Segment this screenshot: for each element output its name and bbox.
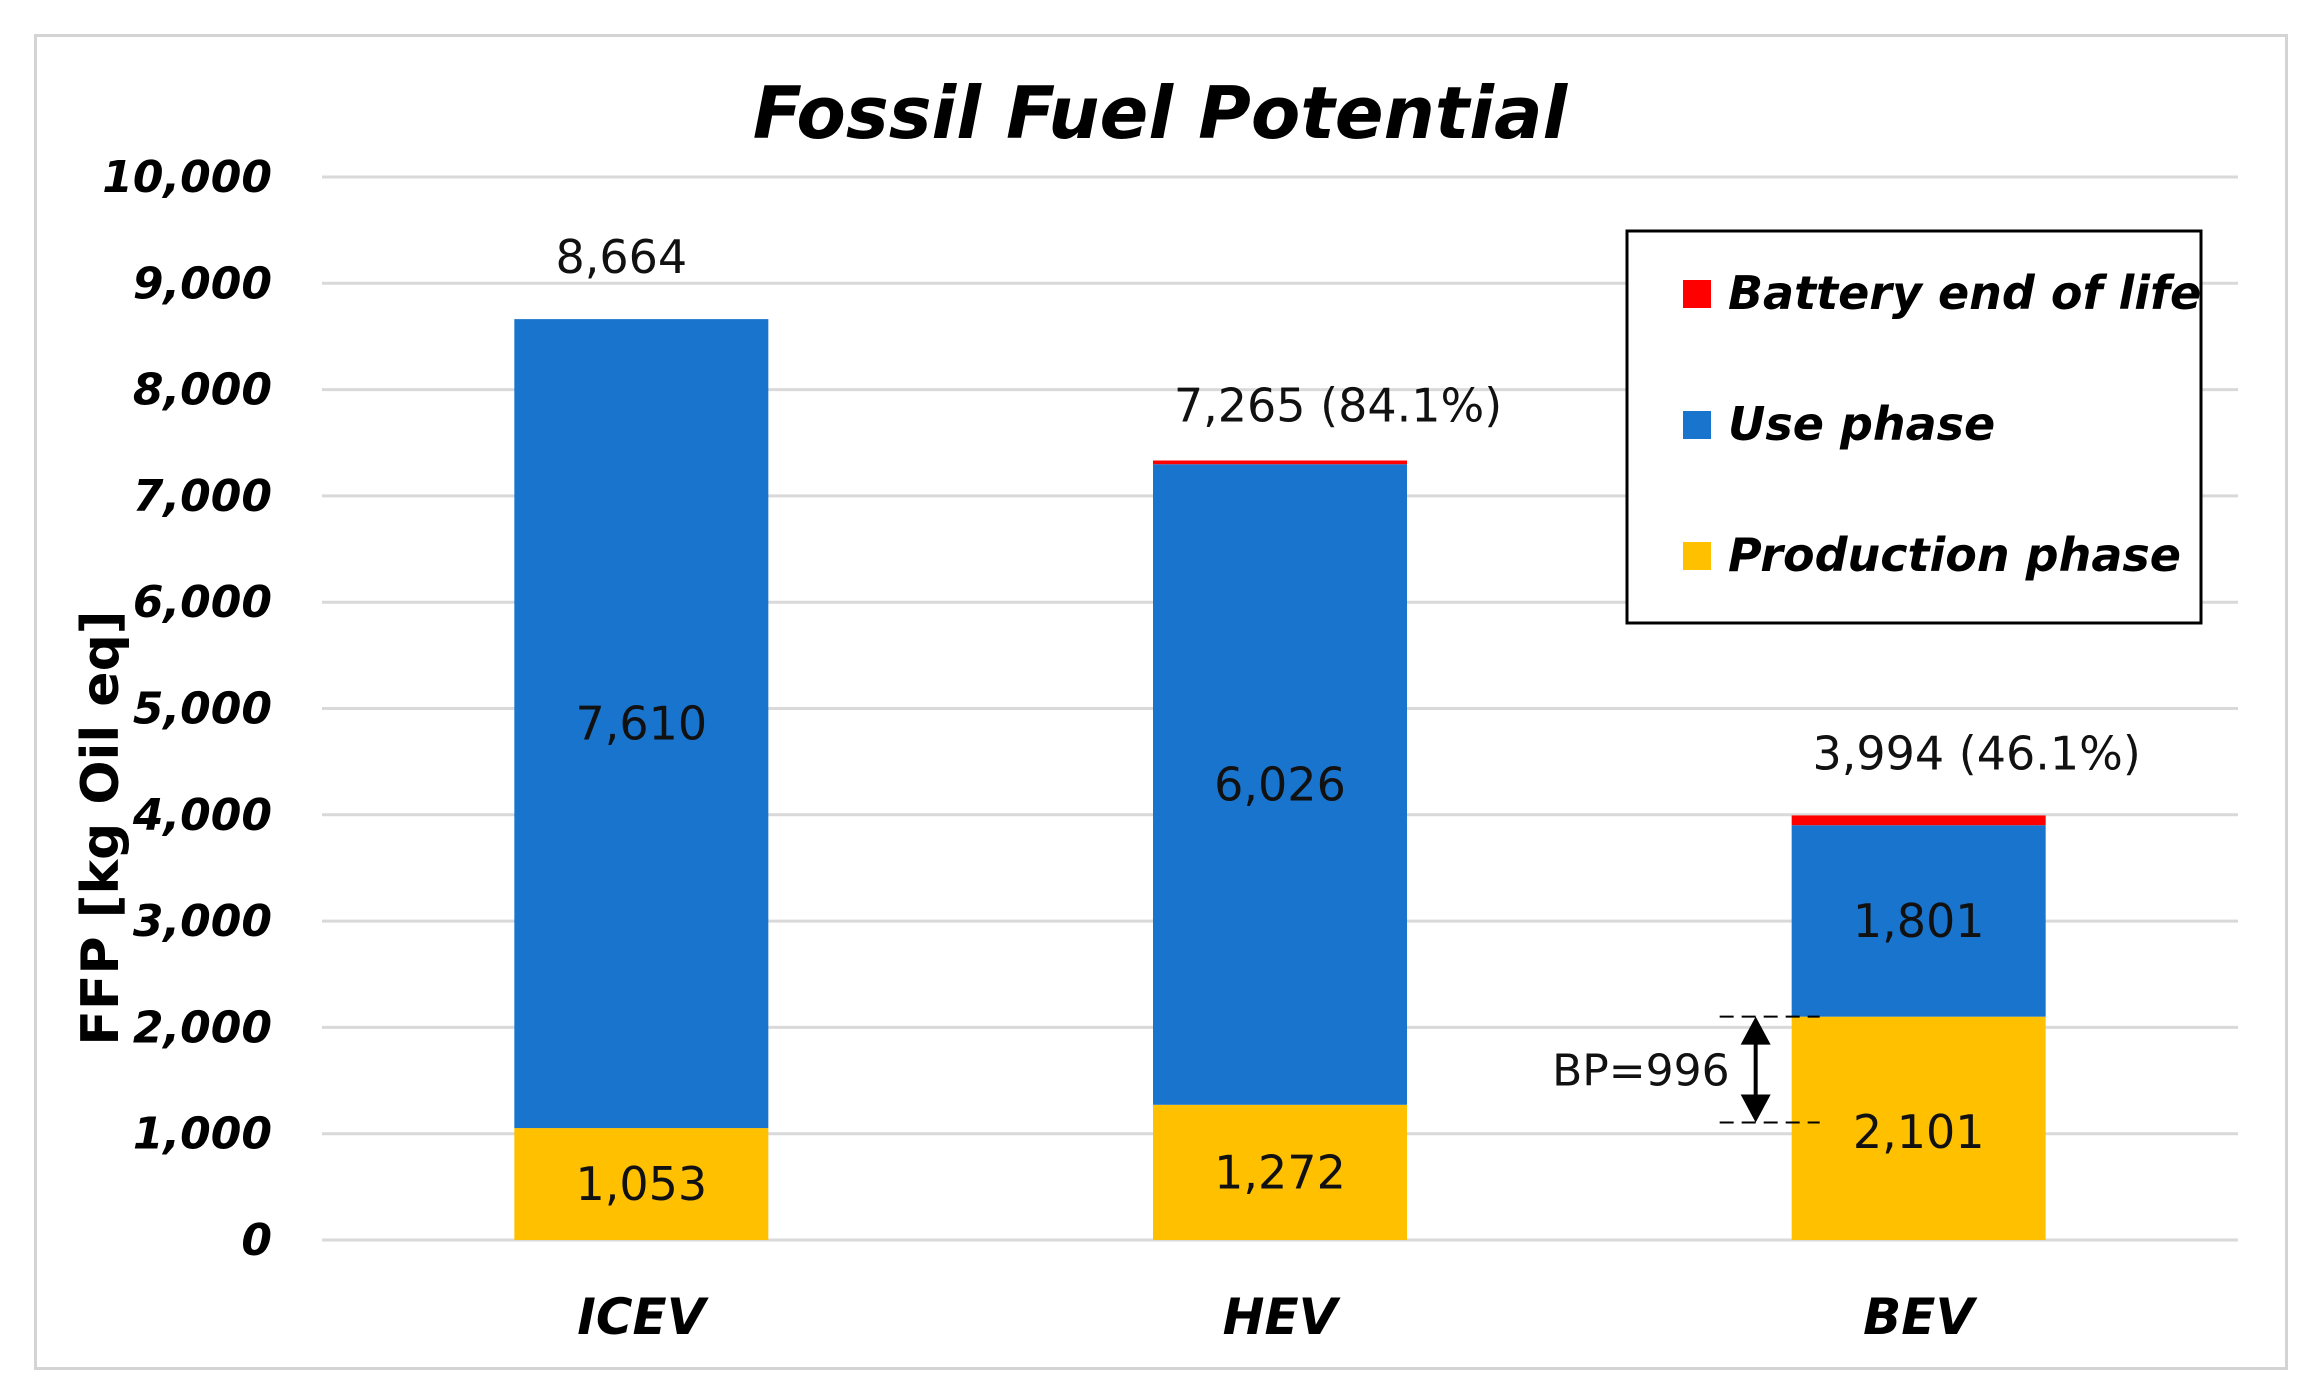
bar-use-phase-bev bbox=[1791, 825, 2046, 1017]
bar-use-phase-hev bbox=[1153, 464, 1407, 1105]
bar-battery-end-of-life-hev bbox=[1153, 460, 1407, 465]
bar-battery-end-of-life-bev bbox=[1791, 815, 2046, 826]
total-label: 7,265 (84.1%) bbox=[1174, 379, 1502, 433]
y-tick-label: 0 bbox=[241, 1215, 272, 1266]
x-axis-ticks: ICEV HEV BEV bbox=[577, 1288, 1977, 1346]
annotations: BP=996 bbox=[1552, 1015, 1820, 1124]
y-tick-label: 3,000 bbox=[133, 896, 272, 947]
y-tick-label: 7,000 bbox=[133, 471, 272, 522]
legend-swatch-use-phase bbox=[1683, 411, 1711, 439]
legend: Battery end of life Use phase Production p… bbox=[1625, 229, 2203, 625]
data-label-use-phase: 1,801 bbox=[1853, 894, 1985, 948]
legend-swatch-production-phase bbox=[1683, 542, 1711, 570]
y-tick-label: 6,000 bbox=[133, 577, 272, 628]
y-tick-label: 4,000 bbox=[132, 790, 272, 841]
total-label: 8,664 bbox=[555, 230, 687, 284]
data-label-use-phase: 7,610 bbox=[575, 697, 707, 751]
data-label-use-phase: 6,026 bbox=[1214, 758, 1346, 812]
y-tick-label: 9,000 bbox=[133, 258, 272, 309]
y-tick-label: 2,000 bbox=[133, 1002, 272, 1053]
chart-title: Fossil Fuel Potential bbox=[753, 71, 1569, 155]
bp-arrow-down-icon bbox=[1740, 1094, 1771, 1123]
data-label-production-phase: 2,101 bbox=[1853, 1105, 1985, 1159]
bar-use-phase-icev bbox=[514, 319, 769, 1129]
bar-production-phase-icev bbox=[514, 1128, 769, 1240]
x-tick-label: BEV bbox=[1863, 1288, 1977, 1346]
legend-label-battery-end-of-life: Battery end of life bbox=[1728, 266, 2201, 320]
bp-annotation-label: BP=996 bbox=[1552, 1046, 1730, 1097]
bar-production-phase-hev bbox=[1153, 1104, 1407, 1240]
legend-swatch-battery-end-of-life bbox=[1683, 280, 1711, 308]
total-label: 3,994 (46.1%) bbox=[1812, 726, 2140, 780]
y-tick-label: 5,000 bbox=[133, 684, 272, 735]
y-axis-label: FFP [kg Oil eq] bbox=[71, 610, 131, 1045]
legend-label-production-phase: Production phase bbox=[1728, 528, 2181, 582]
x-tick-label: ICEV bbox=[577, 1288, 708, 1346]
bp-arrow-up-icon bbox=[1740, 1016, 1771, 1045]
x-tick-label: HEV bbox=[1223, 1288, 1341, 1346]
legend-box bbox=[1625, 229, 2203, 625]
y-tick-label: 1,000 bbox=[133, 1109, 272, 1160]
data-label-production-phase: 1,053 bbox=[575, 1157, 707, 1211]
bars bbox=[514, 319, 2046, 1240]
y-tick-label: 10,000 bbox=[102, 152, 272, 203]
bar-production-phase-bev bbox=[1791, 1016, 2046, 1240]
y-tick-label: 8,000 bbox=[133, 365, 272, 416]
y-axis-ticks: 0 1,000 2,000 3,000 4,000 5,000 6,000 7,000 8,00… bbox=[102, 152, 272, 1266]
data-label-production-phase: 1,272 bbox=[1214, 1145, 1346, 1199]
data-labels: 1,053 7,610 8,664 1,272 6,026 7,265 (84.1%) 2,… bbox=[555, 230, 2140, 1211]
legend-label-use-phase: Use phase bbox=[1728, 397, 1995, 451]
